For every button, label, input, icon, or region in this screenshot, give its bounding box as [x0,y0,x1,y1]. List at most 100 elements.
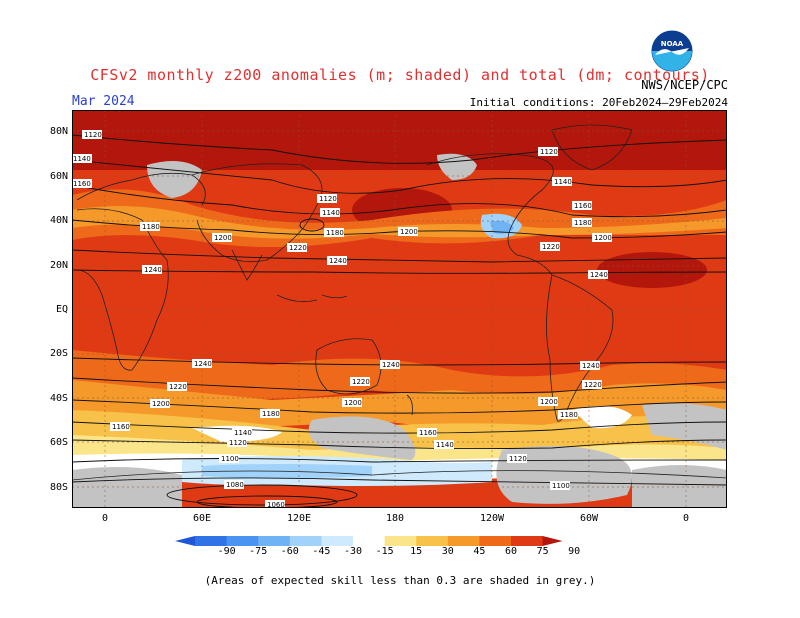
lon-label: 0 [682,513,690,524]
colorbar-segment [447,536,480,546]
contour-label: 1120 [509,455,527,463]
contour-label: 1220 [289,244,307,252]
contour-label: 1140 [73,155,91,163]
lat-label: 20N [49,260,68,271]
contour-label: 1240 [329,257,347,265]
contour-label: 1160 [574,202,592,210]
contour-label: 1220 [584,381,602,389]
contour-label: 1140 [554,178,572,186]
contour-label: 1140 [436,441,454,449]
colorbar-arrow-left [175,536,195,546]
contour-label: 1120 [319,195,337,203]
colorbar-segment [353,536,386,546]
contour-label: 1240 [582,362,600,370]
colorbar-segment [416,536,449,546]
contour-label: 1180 [560,411,578,419]
contour-label: 1220 [169,383,187,391]
colorbar-segment [384,536,417,546]
lat-label: 20S [49,348,68,359]
low-skill-mask [642,403,727,450]
colorbar-arrow-right [542,536,563,546]
colorbar-segment [321,536,354,546]
lat-label: 80N [49,126,68,137]
contour-label: 1060 [267,501,285,508]
low-skill-mask [632,465,727,508]
contour-label: 1180 [326,229,344,237]
contour-label: 1100 [552,482,570,490]
colorbar-label: -45 [312,546,331,557]
forecast-month: Mar 2024 [72,94,135,109]
anomaly-area [597,252,707,288]
contour-label: 1140 [234,429,252,437]
lon-label: 60E [192,513,212,524]
map-graticule [72,110,727,508]
colorbar-label: 15 [410,546,423,557]
colorbar-label: -30 [343,546,363,557]
colorbar-label: 30 [441,546,454,557]
skill-footnote: (Areas of expected skill less than 0.3 a… [204,574,596,587]
colorbar [175,536,563,546]
contour-label: 1160 [73,180,91,188]
contour-label: 1200 [344,399,362,407]
lat-label: 40N [49,215,68,226]
colorbar-segment [258,536,291,546]
contour-label: 1080 [226,481,244,489]
anomaly-map: 1120 1140 1160 1180 1200 1220 1240 1240 … [72,110,727,508]
lon-label: 0 [101,513,109,524]
negative-anomaly-area [490,220,514,234]
colorbar-segment [195,536,228,546]
contour-label: 1200 [594,234,612,242]
contour-label: 1240 [590,271,608,279]
lat-label: EQ [55,304,68,315]
contour-label: 1180 [142,223,160,231]
coastlines [72,124,727,481]
contour-label: 1240 [194,360,212,368]
low-skill-mask [308,416,416,460]
colorbar-segment [479,536,512,546]
contour-label: 1160 [112,423,130,431]
height-contours [72,134,727,508]
contour-label: 1140 [322,209,340,217]
colorbar-segment [511,536,544,546]
contour-label: 1120 [229,439,247,447]
low-skill-mask [147,161,202,198]
contour-label: 1200 [400,228,418,236]
colorbar-label: -75 [249,546,268,557]
contour-label: 1100 [221,455,239,463]
initial-conditions: Initial conditions: 20Feb2024–29Feb2024 [469,96,728,109]
contour-label: 1240 [382,361,400,369]
lat-label: 60S [49,437,68,448]
chart-title: CFSv2 monthly z200 anomalies (m; shaded)… [90,66,710,84]
contour-label: 1180 [262,410,280,418]
colorbar-segment [289,536,322,546]
contour-label: 1200 [214,234,232,242]
contour-label: 1240 [144,266,162,274]
colorbar-label: -15 [375,546,394,557]
noaa-logo: NOAA [651,30,693,72]
contour-label: 1120 [540,148,558,156]
lon-label: 120W [479,513,505,524]
contour-label: 1180 [574,219,592,227]
contour-label: 1220 [542,243,560,251]
lat-label: 60N [49,171,68,182]
anomaly-band [72,110,727,170]
lon-label: 180 [385,513,405,524]
colorbar-segment [226,536,259,546]
anomaly-area [572,406,632,429]
contour-label: 1120 [84,131,102,139]
colorbar-label: 75 [536,546,549,557]
contour-label: 1200 [540,398,558,406]
colorbar-label: -90 [217,546,236,557]
lon-label: 120E [286,513,312,524]
organization-label: NWS/NCEP/CPC [641,78,728,92]
lat-label: 80S [49,482,68,493]
lon-label: 60W [579,513,599,524]
colorbar-label: 60 [504,546,518,557]
contour-label: 1220 [352,378,370,386]
contour-labels: 1120 1140 1160 1180 1200 1220 1240 1240 … [72,130,612,508]
contour-label: 1160 [419,429,437,437]
noaa-logo-text: NOAA [661,40,684,48]
colorbar-label: 90 [568,546,581,557]
colorbar-label: -60 [280,546,299,557]
lat-label: 40S [49,393,68,404]
